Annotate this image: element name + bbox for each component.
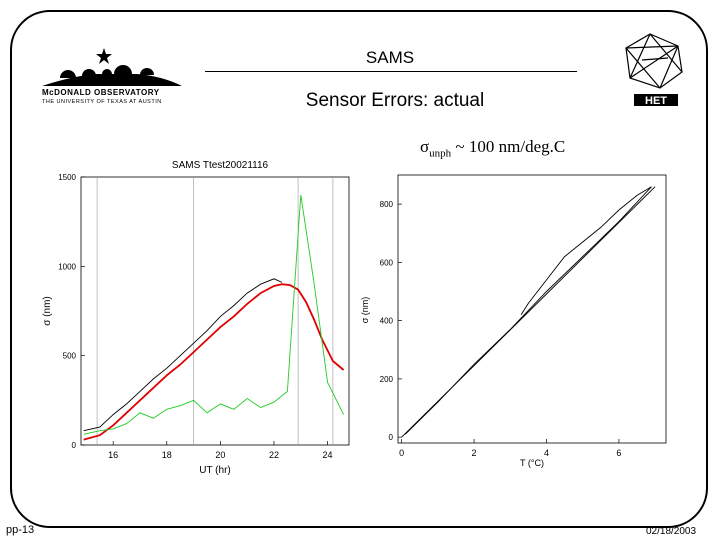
y-tick-label: 400 [380,317,394,326]
chart-sigma-vs-temperature: 0 2 4 6 0 200 400 600 800 T (°C) σ (nm) [360,174,667,468]
het-logo: HET [612,30,694,110]
page-number: pp-13 [6,524,35,536]
chart2-ylabel: σ (nm) [360,297,370,324]
y-tick-label: 1500 [58,173,76,182]
chart2-series [401,186,656,438]
x-tick-label: 6 [616,448,621,458]
series-line-1 [401,186,656,438]
sigma-formula: σunph ~ 100 nm/deg.C [420,137,565,159]
chart-sigma-vs-ut: SAMS Ttest20021116 16 18 20 22 24 0 500 1000 15… [42,160,350,475]
series-line-2 [83,278,283,432]
chart1-xticks: 16 18 20 22 24 [108,441,333,460]
chart2-frame [397,174,667,444]
het-telescope-icon: HET [625,33,683,107]
x-tick-label: 2 [472,448,477,458]
chart1-series [83,194,345,441]
logo-line2: THE UNIVERSITY OF TEXAS AT AUSTIN [42,99,162,105]
observatory-domes-icon [42,48,182,86]
het-label: HET [645,95,667,107]
chart1-gridlines [96,177,334,445]
chart2-xlabel: T (°C) [520,458,544,468]
x-tick-label: 0 [399,448,404,458]
series-line-1 [83,283,345,441]
y-tick-label: 0 [389,433,394,442]
formula-sigma: σ [420,137,430,156]
slide-border [10,10,708,528]
chart2-yticks: 0 200 400 600 800 [380,200,402,442]
chart1-ylabel: σ (nm) [42,296,53,326]
slide-subtitle: Sensor Errors: actual [305,90,485,111]
y-tick-label: 600 [380,258,394,267]
slide-title: SAMS [365,48,415,67]
x-tick-label: 18 [162,450,172,460]
mcdonald-observatory-logo: McDONALD OBSERVATORY THE UNIVERSITY OF T… [42,46,182,108]
chart1-yticks: 0 500 1000 1500 [58,173,85,450]
x-tick-label: 4 [544,448,549,458]
chart1-title: SAMS Ttest20021116 [172,160,269,171]
y-tick-label: 1000 [58,262,76,271]
chart1-frame [80,176,350,446]
chart1-xlabel: UT (hr) [199,465,230,475]
series-line-3 [404,186,652,435]
y-tick-label: 200 [380,375,394,384]
chart2-xticks: 0 2 4 6 [399,439,621,458]
series-line-3 [83,194,345,435]
y-tick-label: 800 [380,200,394,209]
x-tick-label: 22 [269,450,279,460]
logo-line1: McDONALD OBSERVATORY [42,88,160,97]
y-tick-label: 500 [63,352,77,361]
title-underline [205,71,577,72]
formula-subscript: unph [429,147,452,160]
y-tick-label: 0 [72,441,77,450]
slide-date: 02/18/2003 [646,526,697,537]
formula-value: ~ 100 nm/deg.C [451,137,566,156]
x-tick-label: 20 [215,450,225,460]
x-tick-label: 16 [108,450,118,460]
series-line-2 [520,186,652,316]
x-tick-label: 24 [323,450,333,460]
